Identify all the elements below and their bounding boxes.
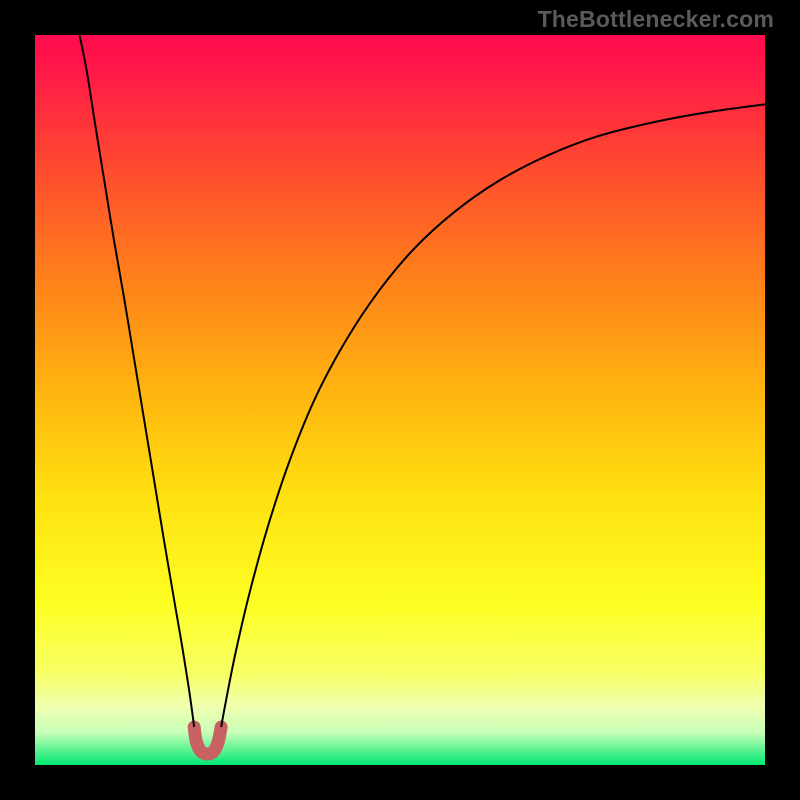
- chart-svg: [35, 35, 765, 765]
- chart-frame: TheBottlenecker.com: [0, 0, 800, 800]
- gradient-background: [35, 35, 765, 765]
- plot-area: [35, 35, 765, 765]
- watermark-text: TheBottlenecker.com: [538, 6, 774, 33]
